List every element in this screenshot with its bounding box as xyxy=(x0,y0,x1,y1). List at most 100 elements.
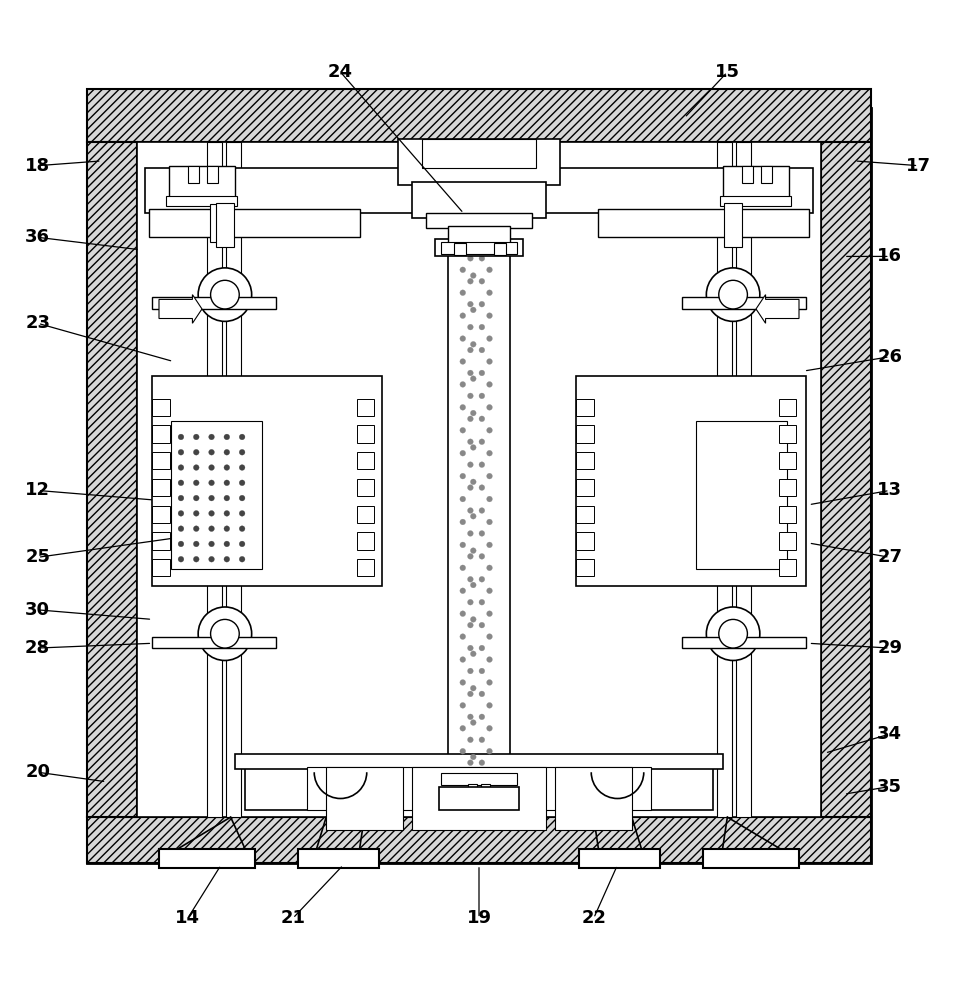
Circle shape xyxy=(706,268,760,321)
Circle shape xyxy=(468,599,473,605)
Bar xyxy=(681,297,806,309)
Circle shape xyxy=(479,668,485,674)
Circle shape xyxy=(470,685,476,691)
Bar xyxy=(577,559,594,576)
Circle shape xyxy=(468,370,473,376)
Bar xyxy=(703,849,799,868)
Bar xyxy=(736,142,751,817)
Bar xyxy=(87,817,871,863)
Circle shape xyxy=(479,278,485,284)
Polygon shape xyxy=(159,295,202,323)
Circle shape xyxy=(470,341,476,347)
Circle shape xyxy=(224,556,230,562)
Circle shape xyxy=(487,450,492,456)
Circle shape xyxy=(470,376,476,382)
Bar xyxy=(577,376,806,586)
Circle shape xyxy=(460,450,466,456)
Text: 29: 29 xyxy=(878,639,902,657)
Circle shape xyxy=(470,513,476,519)
Bar xyxy=(356,532,374,550)
Circle shape xyxy=(224,541,230,547)
Bar xyxy=(779,399,796,416)
Circle shape xyxy=(479,439,485,445)
Circle shape xyxy=(460,748,466,754)
Bar xyxy=(152,376,381,586)
Text: 12: 12 xyxy=(25,481,50,499)
Circle shape xyxy=(468,622,473,628)
Circle shape xyxy=(224,526,230,532)
Bar xyxy=(326,767,402,830)
Circle shape xyxy=(468,645,473,651)
Text: 22: 22 xyxy=(582,909,606,927)
Bar xyxy=(448,252,510,772)
Circle shape xyxy=(178,541,184,547)
Text: 17: 17 xyxy=(906,157,931,175)
Circle shape xyxy=(468,760,473,766)
Circle shape xyxy=(470,617,476,622)
Circle shape xyxy=(487,657,492,662)
Circle shape xyxy=(468,416,473,422)
Bar xyxy=(87,89,871,142)
Bar xyxy=(152,559,170,576)
Circle shape xyxy=(468,576,473,582)
Circle shape xyxy=(460,519,466,525)
Circle shape xyxy=(209,495,215,501)
Bar xyxy=(481,784,490,798)
Circle shape xyxy=(487,290,492,296)
Bar xyxy=(308,767,650,810)
Circle shape xyxy=(240,449,245,455)
Circle shape xyxy=(718,280,747,309)
Bar xyxy=(448,226,510,247)
Circle shape xyxy=(487,359,492,364)
Bar xyxy=(356,399,374,416)
Circle shape xyxy=(178,480,184,486)
Circle shape xyxy=(460,703,466,708)
Bar xyxy=(441,773,517,785)
Circle shape xyxy=(487,336,492,341)
Circle shape xyxy=(224,495,230,501)
Circle shape xyxy=(460,382,466,387)
Circle shape xyxy=(194,449,199,455)
Bar xyxy=(152,399,170,416)
Bar xyxy=(226,142,241,817)
Circle shape xyxy=(211,619,240,648)
Circle shape xyxy=(487,496,492,502)
Text: 34: 34 xyxy=(878,725,902,743)
Circle shape xyxy=(470,273,476,278)
Bar xyxy=(426,213,532,228)
Bar xyxy=(398,139,560,185)
Bar xyxy=(412,182,546,218)
Bar xyxy=(149,209,359,237)
Circle shape xyxy=(487,634,492,639)
Bar xyxy=(169,166,236,199)
Circle shape xyxy=(468,508,473,513)
Circle shape xyxy=(470,548,476,553)
Circle shape xyxy=(487,267,492,273)
Circle shape xyxy=(460,611,466,617)
Circle shape xyxy=(487,473,492,479)
Circle shape xyxy=(240,541,245,547)
Bar xyxy=(722,166,789,199)
Circle shape xyxy=(487,427,492,433)
Bar xyxy=(356,452,374,469)
Circle shape xyxy=(460,496,466,502)
Circle shape xyxy=(460,359,466,364)
Circle shape xyxy=(487,703,492,708)
Bar xyxy=(577,425,594,443)
Circle shape xyxy=(479,531,485,536)
Circle shape xyxy=(460,404,466,410)
Circle shape xyxy=(487,542,492,548)
Circle shape xyxy=(240,511,245,516)
Text: 13: 13 xyxy=(878,481,902,499)
Circle shape xyxy=(487,404,492,410)
Circle shape xyxy=(487,588,492,594)
Bar xyxy=(87,142,137,817)
Circle shape xyxy=(460,588,466,594)
Bar xyxy=(356,506,374,523)
Circle shape xyxy=(209,541,215,547)
Text: 15: 15 xyxy=(715,63,740,81)
Circle shape xyxy=(178,495,184,501)
Circle shape xyxy=(468,668,473,674)
Bar xyxy=(145,168,813,213)
Circle shape xyxy=(470,410,476,416)
